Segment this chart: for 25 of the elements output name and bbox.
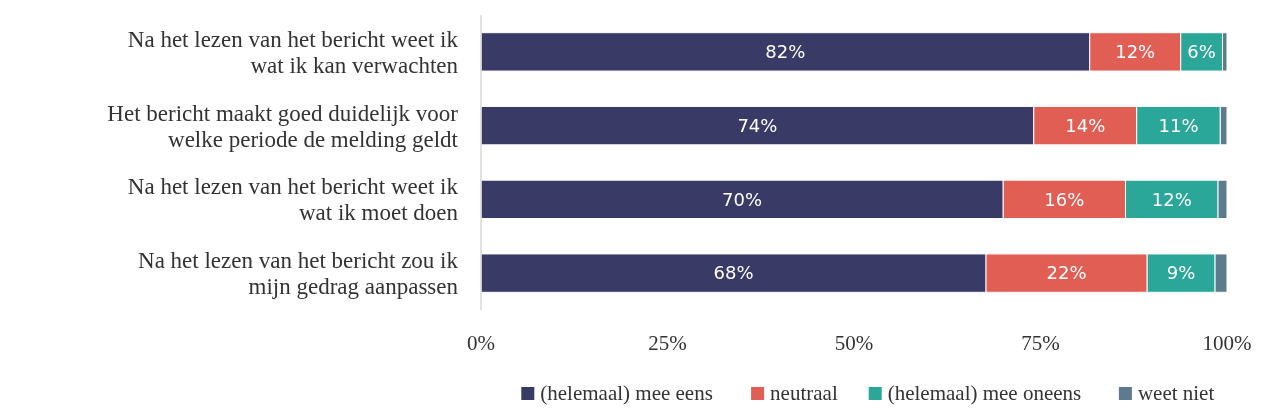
y-tick-label: Na het lezen van het bericht zou ik mijn gedrag aanpassen bbox=[138, 248, 459, 300]
x-tick-label: 100% bbox=[1202, 331, 1252, 355]
legend-label: (helemaal) mee oneens bbox=[887, 381, 1082, 405]
data-label: 82% bbox=[765, 41, 806, 63]
legend-label: (helemaal) mee eens bbox=[540, 381, 713, 405]
y-tick-label: Na het lezen van het bericht weet ik wat ik kan verwachten bbox=[127, 26, 459, 78]
data-label: 22% bbox=[1046, 262, 1087, 284]
x-tick-label: 0% bbox=[467, 331, 495, 355]
data-label: 68% bbox=[713, 262, 754, 284]
data-label: 70% bbox=[722, 188, 763, 210]
y-tick-label: Het bericht maakt goed duidelijk voor welke periode de melding geldt bbox=[107, 100, 459, 152]
data-label: 74% bbox=[737, 114, 778, 136]
data-label: 9% bbox=[1166, 262, 1196, 284]
data-label: 14% bbox=[1065, 114, 1106, 136]
data-label: 12% bbox=[1151, 188, 1192, 210]
data-label: 16% bbox=[1044, 188, 1085, 210]
data-label: 12% bbox=[1115, 41, 1156, 63]
data-label: 6% bbox=[1187, 41, 1216, 63]
data-label: 11% bbox=[1158, 114, 1199, 136]
y-tick-label: Na het lezen van het bericht weet ik wat ik moet doen bbox=[127, 174, 459, 226]
x-tick-label: 25% bbox=[648, 331, 687, 355]
legend-label: weet niet bbox=[1137, 381, 1215, 405]
x-tick-label: 75% bbox=[1021, 331, 1060, 355]
x-tick-label: 50% bbox=[834, 331, 874, 355]
legend-label: neutraal bbox=[770, 381, 838, 405]
